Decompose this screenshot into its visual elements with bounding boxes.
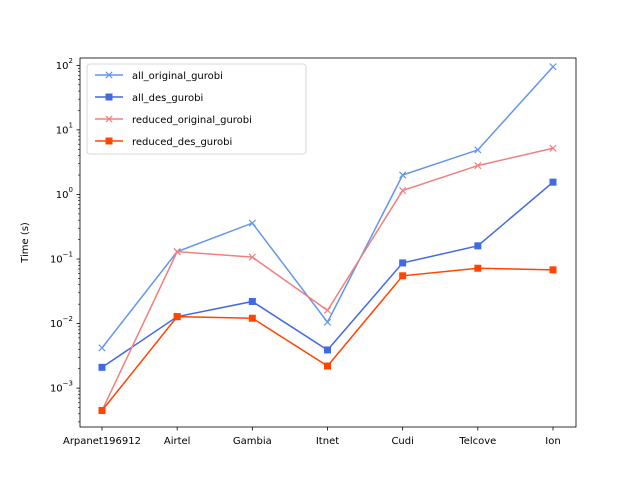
x-tick-label: Cudi — [391, 436, 413, 447]
data-point — [549, 266, 557, 274]
series-reduced_des_gurobi — [98, 264, 557, 415]
data-point — [248, 314, 256, 322]
y-tick-label: 101 — [56, 121, 73, 136]
y-tick-exponent: 2 — [69, 57, 73, 65]
x-tick-label: Itnet — [316, 436, 339, 447]
y-tick-base: 10 — [56, 125, 69, 136]
series-layer — [98, 63, 557, 415]
data-point — [173, 248, 181, 256]
x-tick-label: Telcove — [458, 436, 496, 447]
data-point — [474, 146, 482, 154]
y-tick-label: 100 — [56, 186, 73, 201]
data-point — [399, 272, 407, 280]
data-point — [474, 242, 482, 250]
legend-entry: reduced_des_gurobi — [95, 137, 232, 148]
y-tick-exponent: −1 — [63, 251, 73, 259]
data-point — [324, 346, 331, 354]
y-tick-base: 10 — [50, 319, 63, 330]
data-point — [173, 313, 181, 321]
data-point — [324, 362, 331, 370]
legend-label: all_des_gurobi — [132, 93, 203, 104]
legend: all_original_gurobi all_des_gurobireduced… — [86, 63, 307, 155]
data-point — [248, 297, 256, 305]
legend-label: reduced_des_gurobi — [132, 137, 232, 148]
y-tick-label: 10−2 — [50, 315, 73, 330]
legend-marker — [105, 93, 113, 101]
data-point — [474, 161, 482, 170]
y-tick-base: 10 — [56, 61, 69, 72]
data-point — [98, 344, 106, 352]
data-point — [98, 407, 106, 415]
x-tick-label: Arpanet196912 — [63, 436, 141, 447]
y-tick-exponent: −3 — [63, 380, 73, 388]
y-tick-exponent: −2 — [63, 315, 73, 323]
x-tick-label: Gambia — [233, 436, 272, 447]
x-tick-label: Airtel — [164, 436, 191, 447]
data-point — [323, 306, 332, 315]
y-tick-label: 10−1 — [50, 251, 73, 266]
legend-marker — [105, 115, 113, 123]
legend-entry: reduced_original_gurobi — [95, 115, 252, 126]
y-tick-base: 10 — [50, 384, 63, 395]
data-point — [399, 186, 407, 195]
data-point — [549, 63, 557, 71]
data-point — [399, 171, 407, 179]
legend-marker — [105, 71, 113, 79]
y-tick-label: 10−3 — [50, 380, 73, 395]
legend-entry: all_des_gurobi — [95, 93, 203, 104]
plot-frame — [79, 57, 577, 428]
legend-box — [86, 63, 307, 155]
data-point — [98, 363, 106, 371]
y-tick-exponent: 1 — [69, 121, 73, 129]
y-tick-label: 102 — [56, 57, 73, 72]
data-point — [549, 144, 557, 152]
data-point — [248, 219, 256, 227]
y-tick-exponent: 0 — [69, 186, 73, 194]
data-point — [474, 264, 482, 272]
data-point — [549, 178, 557, 186]
legend-marker — [105, 137, 113, 145]
legend-label: all_original_gurobi — [132, 71, 223, 82]
legend-entry: all_original_gurobi — [95, 71, 223, 82]
legend-label: reduced_original_gurobi — [132, 115, 252, 126]
y-tick-base: 10 — [56, 190, 69, 201]
y-axis-label: Time (s) — [20, 222, 31, 264]
data-point — [323, 318, 332, 326]
data-point — [248, 253, 256, 261]
y-tick-base: 10 — [50, 255, 63, 266]
x-axis: Arpanet196912 Airtel Gambia Itnet Cudi Telcov… — [63, 427, 561, 447]
data-point — [399, 259, 407, 267]
x-tick-label: Ion — [545, 436, 560, 447]
